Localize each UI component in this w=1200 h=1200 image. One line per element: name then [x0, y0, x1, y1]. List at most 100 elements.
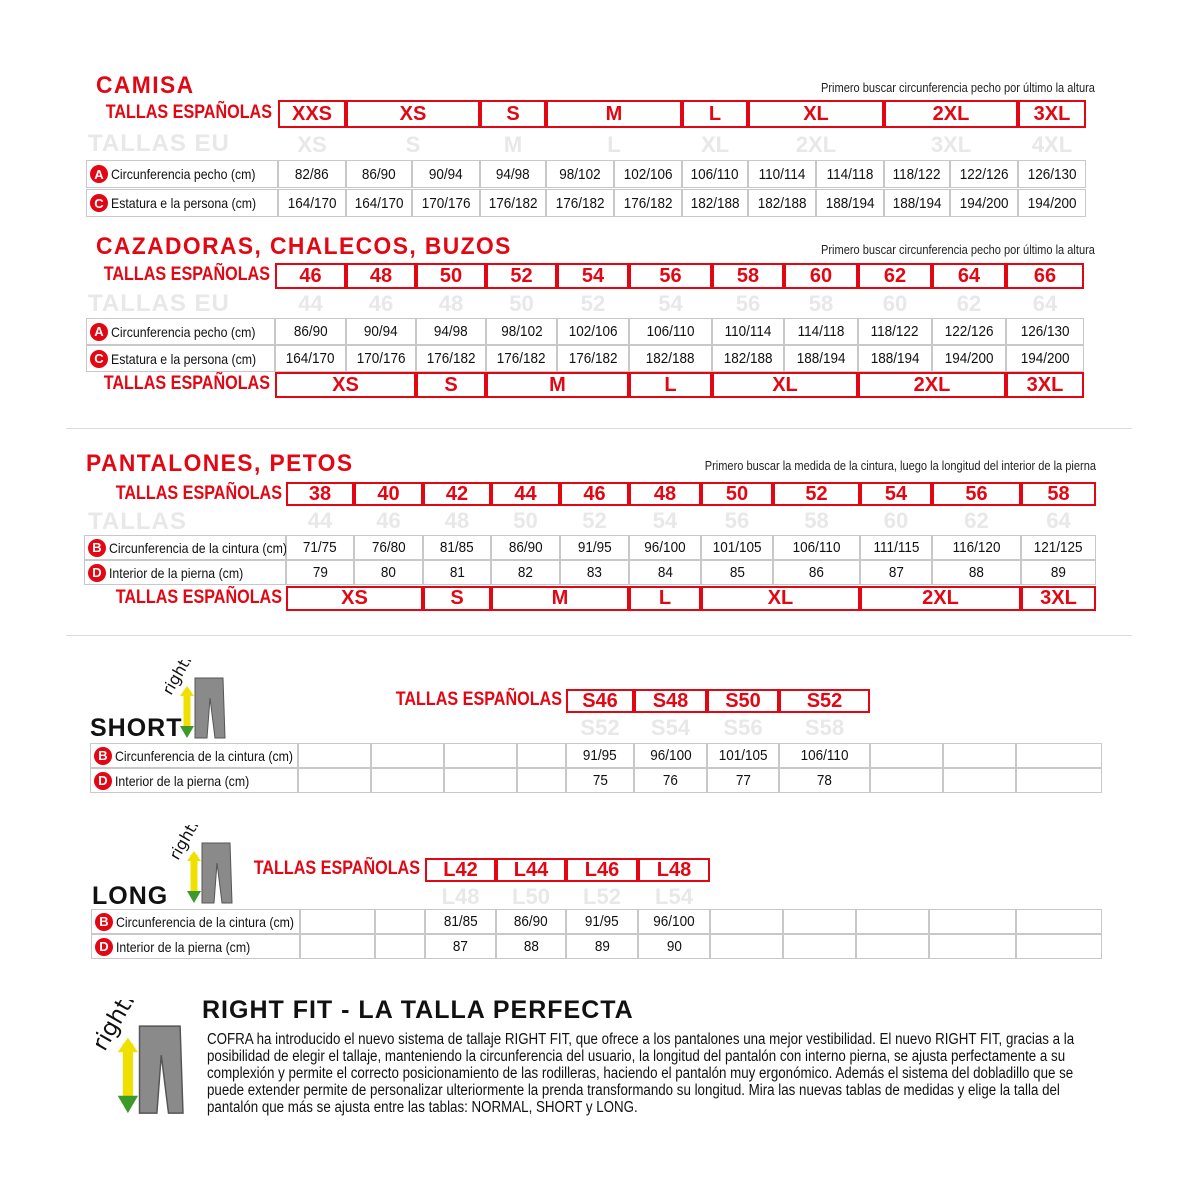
eu-size: 48: [423, 508, 491, 533]
eu-size: 3XL: [884, 131, 1018, 158]
eu-size-text: 44: [307, 508, 333, 533]
data-cell-text: 80: [380, 564, 397, 581]
es-size: 50: [416, 263, 486, 289]
eu-size: XS: [278, 131, 346, 158]
letter-size: L: [629, 586, 701, 611]
data-cell: [444, 743, 517, 768]
es-size: L42: [425, 858, 496, 882]
es-size: M: [546, 100, 682, 128]
data-cell: 110/114: [748, 160, 816, 188]
eu-size-text: 60: [882, 290, 908, 316]
eu-size: 44: [275, 291, 346, 316]
eu-size-text: 56: [724, 508, 750, 533]
data-cell: 80: [354, 560, 423, 585]
data-cell: [300, 909, 375, 934]
letter-size-text: M: [551, 587, 569, 609]
data-cell: [1016, 909, 1102, 934]
es-size: 48: [346, 263, 416, 289]
eu-size: L48: [425, 884, 496, 909]
data-cell: 126/130: [1018, 160, 1086, 188]
data-cell-text: 81: [449, 564, 465, 581]
row-label: B Circunferencia de la cintura (cm): [84, 535, 287, 560]
data-cell-text: 122/126: [959, 165, 1009, 183]
data-cell-text: 118/122: [893, 165, 941, 183]
es-size-text: 44: [514, 482, 537, 505]
data-cell: 170/176: [412, 189, 480, 217]
es-size-text: S46: [582, 689, 618, 712]
data-cell: 194/200: [1006, 345, 1084, 372]
data-cell-text: 176/182: [555, 194, 605, 212]
eu-size-text: 4XL: [1031, 131, 1073, 157]
data-cell: 101/105: [701, 535, 773, 560]
data-cell: [1016, 743, 1102, 768]
data-cell: 101/105: [707, 743, 779, 768]
es-size-text: XS: [399, 102, 427, 125]
data-cell: [943, 743, 1016, 768]
eu-size-text: S: [405, 131, 421, 157]
data-cell-text: 176/182: [623, 194, 673, 212]
data-cell-text: 90/94: [364, 323, 398, 340]
es-size-text: 40: [377, 482, 400, 505]
es-size-text: XXS: [291, 102, 333, 125]
data-cell-text: 114/118: [797, 323, 845, 340]
data-cell: 81: [423, 560, 491, 585]
data-cell-text: 188/194: [892, 194, 942, 212]
data-cell-text: 194/200: [944, 350, 994, 367]
es-size-text: L44: [513, 858, 549, 881]
data-cell: 176/182: [614, 189, 682, 217]
data-cell-text: 182/188: [690, 194, 740, 212]
es-size-text: 54: [884, 482, 908, 505]
data-cell-text: 76/80: [371, 539, 406, 556]
data-cell: [517, 743, 566, 768]
data-cell: 176/182: [486, 345, 557, 372]
data-cell: 176/182: [480, 189, 546, 217]
data-cell-text: 71/75: [303, 539, 337, 556]
es-size-text: L46: [584, 858, 620, 881]
es-size: L46: [566, 858, 638, 882]
section-note: Primero buscar circunferencia pecho por …: [821, 80, 1095, 95]
es-size: 62: [858, 263, 932, 289]
rightfit-pants-icon: rightfit: [87, 974, 184, 1114]
data-cell: 194/200: [950, 189, 1018, 217]
data-cell: 121/125: [1021, 535, 1096, 560]
es-size-text: 48: [653, 482, 677, 505]
data-cell: [783, 934, 856, 959]
eu-size-text: 60: [883, 508, 909, 533]
data-cell: 86/90: [496, 909, 566, 934]
eu-size: L52: [566, 884, 638, 909]
data-cell: 102/106: [557, 318, 629, 345]
eu-size-text: 3XL: [930, 131, 972, 157]
data-cell: 86/90: [491, 535, 560, 560]
eu-size-text: 46: [368, 290, 394, 316]
data-cell-text: 101/105: [712, 539, 762, 556]
data-cell-text: 90: [666, 938, 682, 955]
data-cell: 82/86: [278, 160, 346, 188]
letter-size: 3XL: [1006, 372, 1084, 398]
es-label: TALLAS ESPAÑOLAS: [253, 858, 420, 879]
data-cell: [870, 743, 943, 768]
row-label: C Estatura e la persona (cm): [86, 345, 275, 372]
row-label-text: Estatura e la persona (cm): [111, 195, 257, 211]
letter-size-text: XS: [332, 373, 359, 396]
letter-size: M: [486, 372, 629, 398]
es-size-text: 60: [809, 264, 833, 287]
eu-size: L: [546, 131, 682, 158]
data-cell: [1016, 768, 1102, 793]
es-size-text: 38: [308, 482, 332, 505]
es-size-text: L42: [443, 858, 478, 881]
data-cell: [371, 768, 444, 793]
data-cell: 71/75: [286, 535, 354, 560]
letter-size-text: S: [450, 587, 464, 609]
data-cell: 96/100: [638, 909, 710, 934]
data-cell-text: 96/100: [653, 913, 695, 930]
eu-size: L50: [496, 884, 566, 909]
es-size: S46: [566, 689, 634, 713]
data-cell-text: 122/126: [944, 323, 994, 340]
data-cell: [710, 909, 783, 934]
badge-1-icon: C: [90, 194, 108, 212]
data-cell: 164/170: [278, 189, 346, 217]
es-size-text: 50: [439, 264, 463, 287]
es-size-text: 56: [659, 264, 682, 287]
data-cell-text: 194/200: [1027, 194, 1077, 212]
